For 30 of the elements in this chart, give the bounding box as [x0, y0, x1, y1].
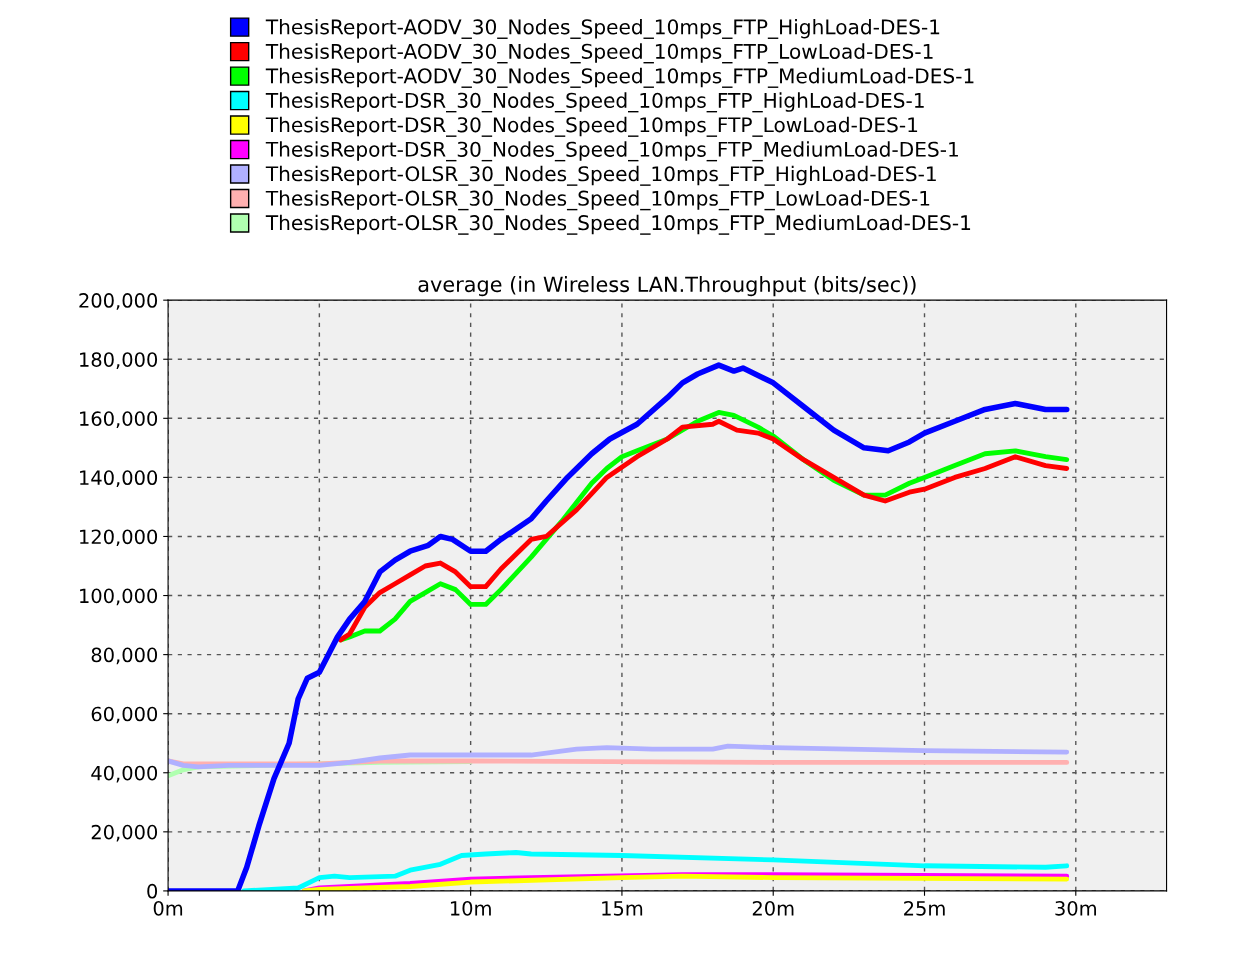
x-tick-label: 5m — [305, 901, 334, 916]
y-tick-label: 40,000 — [91, 765, 158, 783]
legend-label: ThesisReport-DSR_30_Nodes_Speed_10mps_FTP_LowLoad-DES-1 — [265, 116, 918, 137]
line-series — [241, 850, 1070, 891]
legend-label: ThesisReport-AODV_30_Nodes_Speed_10mps_FTP_LowLoad-DES-1 — [265, 43, 933, 64]
legend-label: ThesisReport-AODV_30_Nodes_Speed_10mps_FTP_MediumLoad-DES-1 — [265, 67, 974, 88]
legend-label: ThesisReport-DSR_30_Nodes_Speed_10mps_FTP_HighLoad-DES-1 — [265, 92, 924, 113]
legend-label: ThesisReport-OLSR_30_Nodes_Speed_10mps_FTP_MediumLoad-DES-1 — [265, 214, 971, 235]
legend-label: ThesisReport-AODV_30_Nodes_Speed_10mps_FTP_HighLoad-DES-1 — [265, 18, 940, 39]
y-tick-label: 180,000 — [80, 352, 158, 369]
y-tick-label: 140,000 — [80, 470, 158, 488]
legend-label: ThesisReport-DSR_30_Nodes_Speed_10mps_FTP_MediumLoad-DES-1 — [265, 141, 958, 162]
x-tick-label: 0m — [153, 900, 183, 916]
y-tick-label: 120,000 — [80, 529, 158, 547]
y-tick-label: 160,000 — [80, 411, 158, 428]
x-tick-label: 30m — [1055, 900, 1096, 916]
x-tick-label: 15m — [602, 901, 643, 916]
y-tick-label: 100,000 — [80, 588, 158, 606]
y-tick-label: 0 — [147, 883, 158, 899]
y-tick-label: 80,000 — [91, 647, 158, 665]
x-tick-label: 10m — [450, 900, 491, 916]
y-tick-label: 200,000 — [79, 293, 158, 310]
x-tick-label: 25m — [904, 900, 945, 916]
legend-label: ThesisReport-OLSR_30_Nodes_Speed_10mps_FTP_HighLoad-DES-1 — [265, 165, 936, 186]
legend-label: ThesisReport-OLSR_30_Nodes_Speed_10mps_FTP_LowLoad-DES-1 — [265, 190, 930, 211]
chart-title: average (in Wireless LAN.Throughput (bits/sec)) — [418, 276, 916, 297]
y-tick-label: 20,000 — [91, 824, 158, 842]
line-series — [168, 743, 1070, 770]
y-tick-label: 60,000 — [91, 706, 158, 724]
x-tick-label: 20m — [752, 900, 794, 916]
